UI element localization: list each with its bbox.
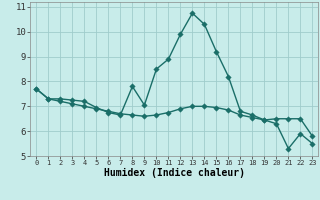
X-axis label: Humidex (Indice chaleur): Humidex (Indice chaleur): [104, 168, 245, 178]
